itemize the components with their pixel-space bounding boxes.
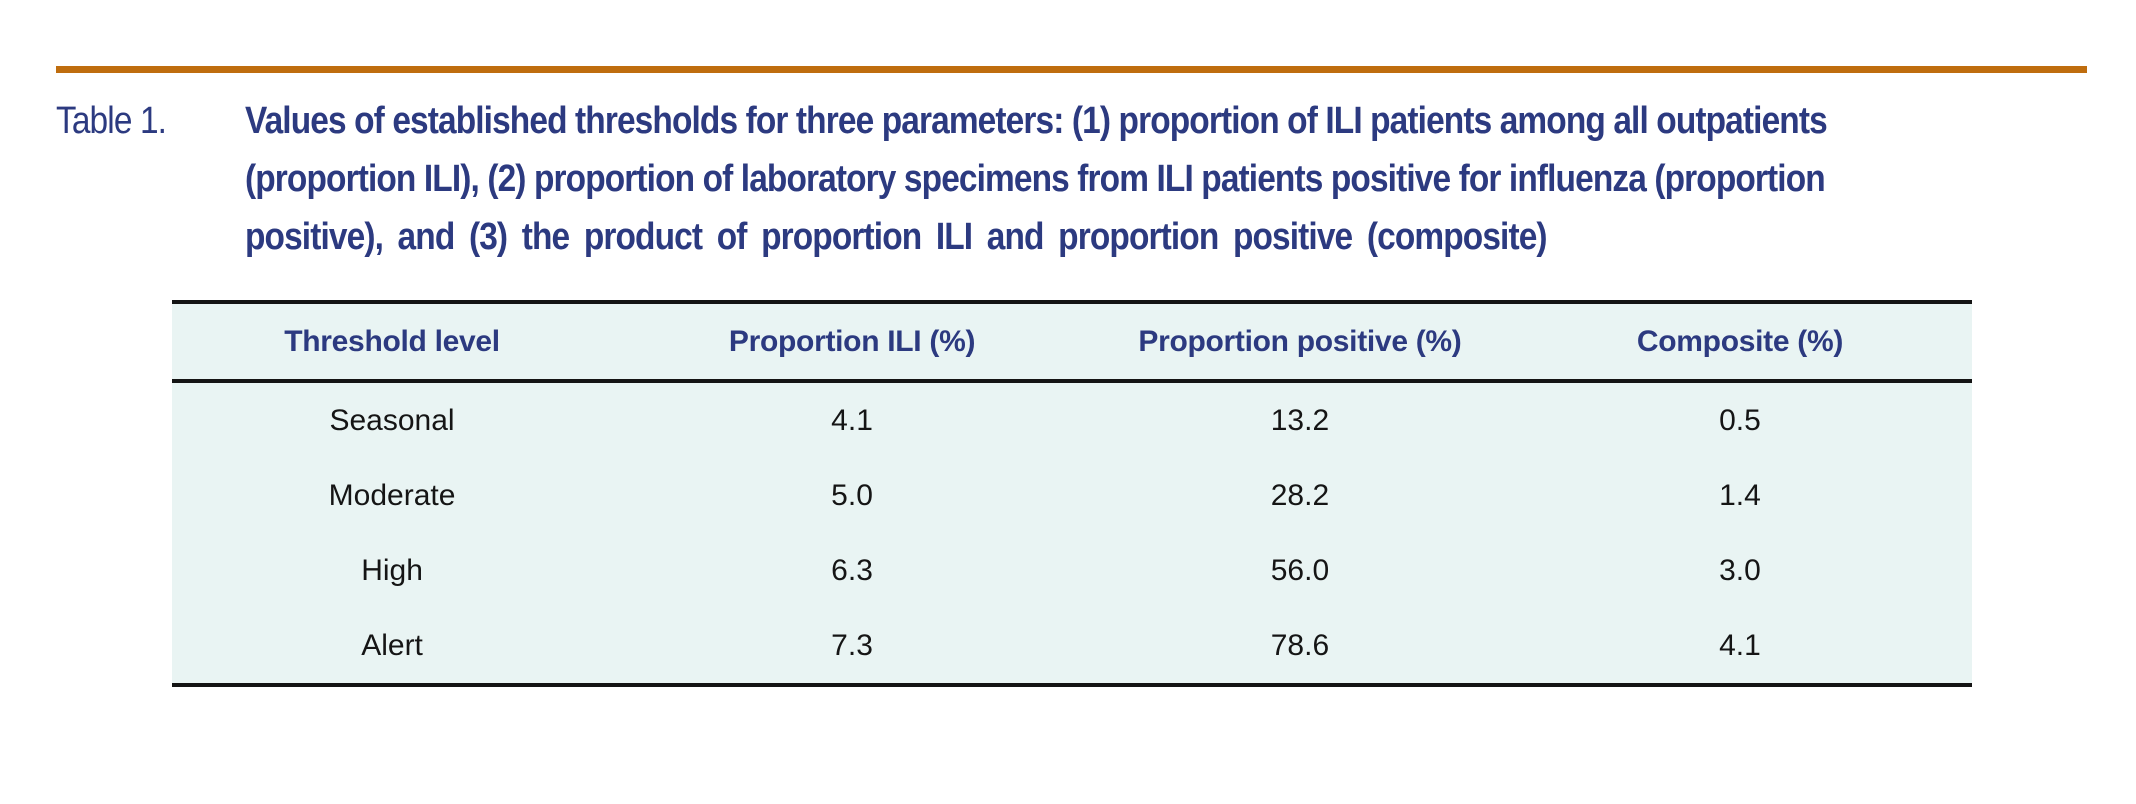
caption-line-1: Values of established thresholds for thr… bbox=[245, 100, 1828, 142]
column-header-proportion-ili: Proportion ILI (%) bbox=[612, 302, 1092, 383]
table-row: Moderate 5.0 28.2 1.4 bbox=[172, 458, 1972, 533]
cell-composite: 4.1 bbox=[1719, 628, 1761, 662]
cell-threshold-level: Moderate bbox=[328, 478, 456, 512]
cell-threshold-level: High bbox=[361, 553, 423, 587]
cell-threshold-level: Seasonal bbox=[329, 403, 455, 437]
cell-proportion-ili: 4.1 bbox=[831, 403, 873, 437]
cell-composite: 0.5 bbox=[1719, 403, 1761, 437]
table-row: Seasonal 4.1 13.2 0.5 bbox=[172, 381, 1972, 458]
table-row: Alert 7.3 78.6 4.1 bbox=[172, 608, 1972, 685]
caption-line-3: positive), and (3) the product of propor… bbox=[245, 216, 1548, 258]
cell-proportion-positive: 56.0 bbox=[1270, 553, 1330, 587]
top-divider-rule bbox=[56, 66, 2087, 73]
thresholds-table: Threshold level Proportion ILI (%) Propo… bbox=[172, 300, 1972, 687]
cell-proportion-positive: 78.6 bbox=[1270, 628, 1330, 662]
table-number-label: Table 1. bbox=[56, 100, 167, 142]
cell-threshold-level: Alert bbox=[361, 628, 423, 662]
table-header-row: Threshold level Proportion ILI (%) Propo… bbox=[172, 302, 1972, 383]
cell-proportion-ili: 7.3 bbox=[831, 628, 873, 662]
cell-proportion-positive: 28.2 bbox=[1270, 478, 1330, 512]
column-header-threshold-level: Threshold level bbox=[172, 302, 613, 383]
table-caption: Values of established thresholds for thr… bbox=[245, 92, 2136, 266]
cell-proportion-ili: 5.0 bbox=[831, 478, 873, 512]
column-header-composite: Composite (%) bbox=[1507, 302, 1972, 383]
column-header-proportion-positive: Proportion positive (%) bbox=[1091, 302, 1508, 383]
table-row: High 6.3 56.0 3.0 bbox=[172, 533, 1972, 608]
cell-composite: 3.0 bbox=[1719, 553, 1761, 587]
caption-line-2: (proportion ILI), (2) proportion of labo… bbox=[245, 158, 1826, 200]
cell-composite: 1.4 bbox=[1719, 478, 1761, 512]
cell-proportion-ili: 6.3 bbox=[831, 553, 873, 587]
cell-proportion-positive: 13.2 bbox=[1270, 403, 1330, 437]
